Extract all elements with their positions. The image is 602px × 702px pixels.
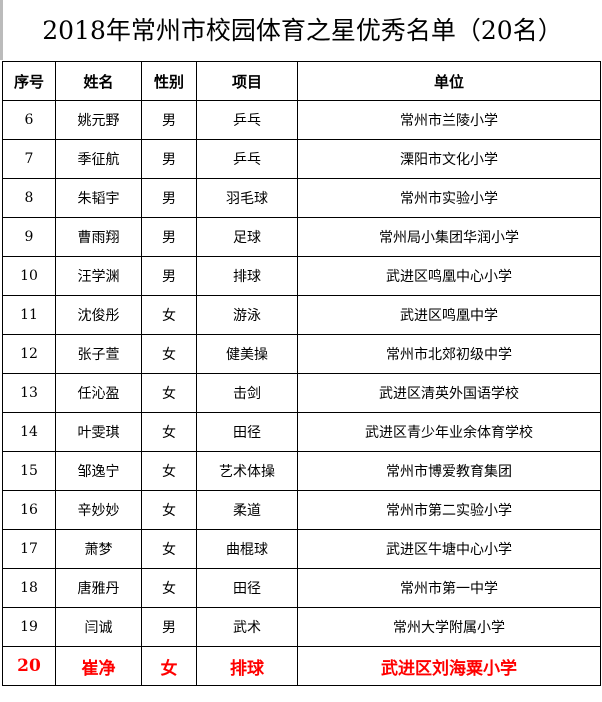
cell-gender[interactable]: 女 bbox=[141, 295, 197, 335]
cell-index[interactable]: 7 bbox=[2, 139, 56, 179]
table-row: 9 曹雨翔男足球 常州局小集团华润小学 bbox=[2, 217, 601, 257]
cell-index[interactable]: 18 bbox=[2, 568, 56, 608]
cell-school[interactable]: 常州市北郊初级中学 bbox=[297, 334, 601, 374]
cell-index[interactable]: 8 bbox=[2, 178, 56, 218]
header-gender: 性别 bbox=[141, 61, 197, 101]
header-row: 序号 姓名 性别 项目 单位 bbox=[2, 61, 601, 101]
table-row: 17 萧梦女曲棍球 武进区牛塘中心小学 bbox=[2, 529, 601, 569]
cell-sport[interactable]: 击剑 bbox=[196, 373, 298, 413]
cell-gender[interactable]: 女 bbox=[141, 568, 197, 608]
table-row: 13 任沁盈女击剑 武进区清英外国语学校 bbox=[2, 373, 601, 413]
cell-gender[interactable]: 男 bbox=[141, 139, 197, 179]
cell-index[interactable]: 9 bbox=[2, 217, 56, 257]
table-row: 8 朱韬宇男羽毛球 常州市实验小学 bbox=[2, 178, 601, 218]
table-row: 16 辛妙妙女柔道 常州市第二实验小学 bbox=[2, 490, 601, 530]
cell-index[interactable]: 12 bbox=[2, 334, 56, 374]
table-row: 11 沈俊彤女游泳 武进区鸣凰中学 bbox=[2, 295, 601, 335]
table-row: 7 季征航男乒乓 溧阳市文化小学 bbox=[2, 139, 601, 179]
cell-sport[interactable]: 羽毛球 bbox=[196, 178, 298, 218]
cell-school[interactable]: 武进区青少年业余体育学校 bbox=[297, 412, 601, 452]
cell-name[interactable]: 季征航 bbox=[55, 139, 142, 179]
table-row: 15 邹逸宁女艺术体操 常州市博爱教育集团 bbox=[2, 451, 601, 491]
cell-gender[interactable]: 女 bbox=[141, 490, 197, 530]
cell-gender[interactable]: 女 bbox=[141, 412, 197, 452]
cell-gender[interactable]: 女 bbox=[141, 373, 197, 413]
cell-gender[interactable]: 男 bbox=[141, 217, 197, 257]
cell-index[interactable]: 13 bbox=[2, 373, 56, 413]
cell-name[interactable]: 张子萱 bbox=[55, 334, 142, 374]
cell-school[interactable]: 常州市兰陵小学 bbox=[297, 100, 601, 140]
table-row: 10 汪学渊男排球 武进区鸣凰中心小学 bbox=[2, 256, 601, 296]
cell-sport[interactable]: 排球 bbox=[196, 646, 298, 686]
cell-school[interactable]: 常州局小集团华润小学 bbox=[297, 217, 601, 257]
honor-list-table: 序号 姓名 性别 项目 单位 6 姚元野男乒乓 常州市兰陵小学 7 季征航男乒乓 溧阳市文… bbox=[2, 61, 601, 686]
cell-school[interactable]: 常州市第二实验小学 bbox=[297, 490, 601, 530]
cell-school[interactable]: 武进区牛塘中心小学 bbox=[297, 529, 601, 569]
cell-school[interactable]: 武进区鸣凰中心小学 bbox=[297, 256, 601, 296]
cell-gender[interactable]: 男 bbox=[141, 100, 197, 140]
cell-name[interactable]: 辛妙妙 bbox=[55, 490, 142, 530]
cell-gender[interactable]: 女 bbox=[141, 334, 197, 374]
cell-index[interactable]: 11 bbox=[2, 295, 56, 335]
cell-name[interactable]: 朱韬宇 bbox=[55, 178, 142, 218]
sheet-title: 2018年常州市校园体育之星优秀名单（20名） bbox=[0, 0, 602, 60]
cell-sport[interactable]: 游泳 bbox=[196, 295, 298, 335]
cell-gender[interactable]: 女 bbox=[141, 451, 197, 491]
cell-gender[interactable]: 男 bbox=[141, 178, 197, 218]
cell-school[interactable]: 溧阳市文化小学 bbox=[297, 139, 601, 179]
cell-school[interactable]: 武进区鸣凰中学 bbox=[297, 295, 601, 335]
cell-name[interactable]: 沈俊彤 bbox=[55, 295, 142, 335]
cell-index[interactable]: 6 bbox=[2, 100, 56, 140]
header-name: 姓名 bbox=[55, 61, 142, 101]
cell-sport[interactable]: 田径 bbox=[196, 568, 298, 608]
cell-index[interactable]: 16 bbox=[2, 490, 56, 530]
cell-sport[interactable]: 艺术体操 bbox=[196, 451, 298, 491]
cell-name[interactable]: 曹雨翔 bbox=[55, 217, 142, 257]
cell-school[interactable]: 常州市实验小学 bbox=[297, 178, 601, 218]
cell-name[interactable]: 唐雅丹 bbox=[55, 568, 142, 608]
cell-name[interactable]: 汪学渊 bbox=[55, 256, 142, 296]
cell-sport[interactable]: 柔道 bbox=[196, 490, 298, 530]
cell-name[interactable]: 姚元野 bbox=[55, 100, 142, 140]
cell-index[interactable]: 14 bbox=[2, 412, 56, 452]
cell-gender[interactable]: 男 bbox=[141, 256, 197, 296]
table-row: 12 张子萱女健美操 常州市北郊初级中学 bbox=[2, 334, 601, 374]
table-row: 14 叶雯琪女田径 武进区青少年业余体育学校 bbox=[2, 412, 601, 452]
cell-school[interactable]: 武进区清英外国语学校 bbox=[297, 373, 601, 413]
cell-gender[interactable]: 女 bbox=[141, 646, 197, 686]
table-row: 19 闫诚男武术 常州大学附属小学 bbox=[2, 607, 601, 647]
cell-sport[interactable]: 足球 bbox=[196, 217, 298, 257]
cell-sport[interactable]: 乒乓 bbox=[196, 100, 298, 140]
cell-name[interactable]: 闫诚 bbox=[55, 607, 142, 647]
cell-school[interactable]: 常州市第一中学 bbox=[297, 568, 601, 608]
cell-school[interactable]: 武进区刘海粟小学 bbox=[297, 646, 601, 686]
cell-index[interactable]: 20 bbox=[2, 646, 56, 686]
cell-name[interactable]: 邹逸宁 bbox=[55, 451, 142, 491]
header-sport: 项目 bbox=[196, 61, 298, 101]
cell-gender[interactable]: 女 bbox=[141, 529, 197, 569]
cell-name[interactable]: 任沁盈 bbox=[55, 373, 142, 413]
header-school: 单位 bbox=[297, 61, 601, 101]
cell-name[interactable]: 崔净 bbox=[55, 646, 142, 686]
cell-sport[interactable]: 健美操 bbox=[196, 334, 298, 374]
cell-school[interactable]: 常州市博爱教育集团 bbox=[297, 451, 601, 491]
header-index: 序号 bbox=[2, 61, 56, 101]
cell-sport[interactable]: 排球 bbox=[196, 256, 298, 296]
cell-school[interactable]: 常州大学附属小学 bbox=[297, 607, 601, 647]
cell-sport[interactable]: 田径 bbox=[196, 412, 298, 452]
cell-sport[interactable]: 武术 bbox=[196, 607, 298, 647]
cell-name[interactable]: 叶雯琪 bbox=[55, 412, 142, 452]
cell-index[interactable]: 10 bbox=[2, 256, 56, 296]
cell-gender[interactable]: 男 bbox=[141, 607, 197, 647]
table-row: 18 唐雅丹女田径 常州市第一中学 bbox=[2, 568, 601, 608]
cell-name[interactable]: 萧梦 bbox=[55, 529, 142, 569]
cell-sport[interactable]: 曲棍球 bbox=[196, 529, 298, 569]
cell-index[interactable]: 19 bbox=[2, 607, 56, 647]
cell-sport[interactable]: 乒乓 bbox=[196, 139, 298, 179]
table-row: 20 崔净女排球 武进区刘海粟小学 bbox=[2, 646, 601, 686]
cell-index[interactable]: 17 bbox=[2, 529, 56, 569]
cell-index[interactable]: 15 bbox=[2, 451, 56, 491]
table-row: 6 姚元野男乒乓 常州市兰陵小学 bbox=[2, 100, 601, 140]
